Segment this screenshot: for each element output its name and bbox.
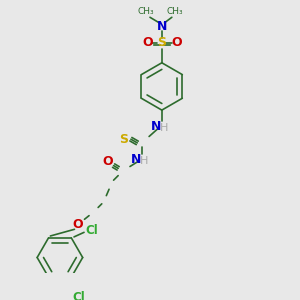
Text: S: S bbox=[119, 133, 128, 146]
Text: N: N bbox=[131, 153, 142, 166]
Text: Cl: Cl bbox=[72, 291, 85, 300]
Text: O: O bbox=[142, 36, 153, 49]
Text: Cl: Cl bbox=[85, 224, 98, 237]
Text: H: H bbox=[140, 156, 148, 166]
Text: CH₃: CH₃ bbox=[137, 7, 154, 16]
Text: CH₃: CH₃ bbox=[166, 7, 183, 16]
Text: N: N bbox=[151, 120, 162, 133]
Text: H: H bbox=[160, 123, 168, 133]
Text: S: S bbox=[157, 36, 166, 49]
Text: O: O bbox=[102, 154, 112, 168]
Text: O: O bbox=[73, 218, 83, 231]
Text: N: N bbox=[157, 20, 167, 33]
Text: O: O bbox=[171, 36, 182, 49]
